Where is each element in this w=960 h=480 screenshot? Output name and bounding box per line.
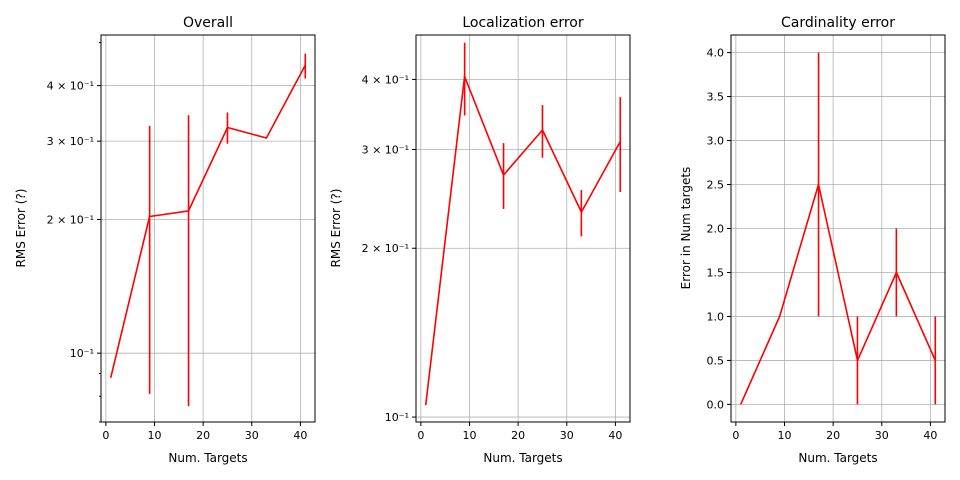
series-line — [424, 75, 622, 406]
plot-frame — [100, 34, 316, 423]
x-tick-label: 10 — [148, 429, 162, 442]
panel-3-title: Cardinality error — [781, 15, 895, 31]
y-tick-label: 3 × 10⁻¹ — [47, 135, 94, 148]
x-tick-label: 0 — [417, 429, 424, 442]
x-tick-label: 0 — [102, 429, 109, 442]
panel-1-xlabel: Num. Targets — [168, 451, 247, 465]
panel-overall: Overall 0 10 20 30 40 10⁻¹ 2 × 10⁻¹ 3 × 10⁻¹ 4 ×… — [14, 15, 316, 465]
panel-3-ylabel: Error in Num targets — [679, 167, 693, 290]
y-tick-label: 10⁻¹ — [70, 347, 94, 360]
y-tick-label: 3.5 — [707, 91, 725, 104]
panel-1-plot: 0 10 20 30 40 10⁻¹ 2 × 10⁻¹ 3 × 10⁻¹ 4 × 10⁻¹ — [47, 34, 316, 442]
y-tick-label: 2.5 — [707, 179, 725, 192]
y-tick-label: 4.0 — [707, 47, 725, 60]
y-tick-label: 1.0 — [707, 310, 725, 323]
y-tick-label: 4 × 10⁻¹ — [47, 80, 94, 93]
panel-2-ylabel: RMS Error (?) — [329, 189, 343, 268]
x-tick-label: 40 — [293, 429, 307, 442]
x-tick-label: 0 — [732, 429, 739, 442]
panel-1-title: Overall — [183, 15, 233, 31]
panel-localization: Localization error 0 10 20 30 40 10⁻¹ 2 × 10⁻¹… — [329, 15, 631, 465]
y-tick-label: 3 × 10⁻¹ — [362, 143, 409, 156]
panel-cardinality: Cardinality error 0 10 20 30 40 0.0 0.5 1.0 1.5 2… — [679, 15, 946, 465]
x-tick-label: 10 — [778, 429, 792, 442]
y-tick-label: 10⁻¹ — [385, 411, 409, 424]
x-tick-label: 20 — [196, 429, 210, 442]
panel-2-xlabel: Num. Targets — [483, 451, 562, 465]
y-tick-label: 2 × 10⁻¹ — [47, 213, 94, 226]
y-tick-label: 4 × 10⁻¹ — [362, 73, 409, 86]
y-tick-label: 0.0 — [707, 398, 725, 411]
x-tick-label: 20 — [826, 429, 840, 442]
panel-3-plot: 0 10 20 30 40 0.0 0.5 1.0 1.5 2.0 2.5 3.0 3.5 4.0 — [707, 34, 946, 442]
plot-frame — [415, 34, 631, 423]
y-tick-label: 0.5 — [707, 354, 725, 367]
panel-3-xlabel: Num. Targets — [798, 451, 877, 465]
x-tick-label: 30 — [875, 429, 889, 442]
series-line — [109, 64, 307, 378]
x-tick-label: 10 — [463, 429, 477, 442]
panel-2-title: Localization error — [462, 15, 584, 31]
y-tick-label: 1.5 — [707, 266, 725, 279]
y-tick-label: 2 × 10⁻¹ — [362, 242, 409, 255]
panel-1-ylabel: RMS Error (?) — [14, 189, 28, 268]
x-tick-label: 20 — [511, 429, 525, 442]
x-tick-label: 40 — [923, 429, 937, 442]
x-tick-label: 30 — [245, 429, 259, 442]
y-tick-label: 2.0 — [707, 223, 725, 236]
panel-2-plot: 0 10 20 30 40 10⁻¹ 2 × 10⁻¹ 3 × 10⁻¹ 4 × 10⁻¹ — [362, 34, 631, 442]
y-tick-label: 3.0 — [707, 135, 725, 148]
series-line — [739, 183, 937, 405]
x-tick-label: 40 — [608, 429, 622, 442]
x-tick-label: 30 — [560, 429, 574, 442]
